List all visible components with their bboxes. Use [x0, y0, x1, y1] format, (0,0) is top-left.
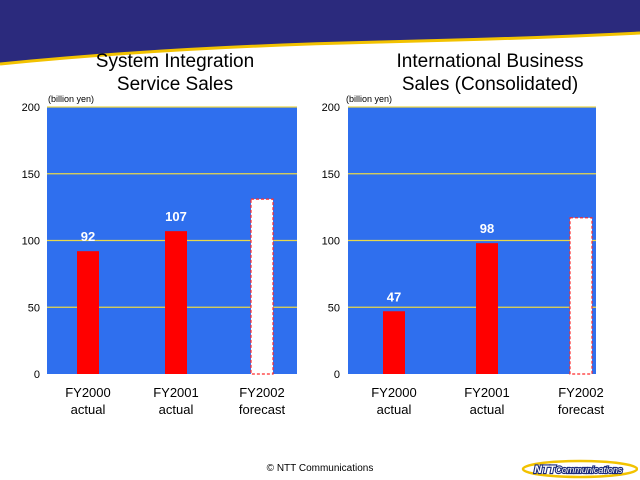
chart-1-data-label: 107: [165, 209, 187, 224]
chart-1-category-sublabel: forecast: [239, 402, 286, 417]
chart-2-category-label: FY2000: [371, 385, 417, 400]
chart-1-bar: [77, 251, 99, 374]
header-banner: [0, 0, 640, 66]
chart-1-title-line2: Service Sales: [116, 74, 234, 95]
chart-1-data-label: 92: [81, 229, 95, 244]
header-band: [0, 0, 640, 64]
chart-2-category-sublabel: actual: [470, 402, 505, 417]
chart-1-bar: [250, 198, 274, 375]
chart-2-bar: [476, 243, 498, 374]
chart-2-y-tick-label: 150: [322, 169, 340, 181]
chart-2-title: International Business Sales (Consolidat…: [370, 50, 610, 96]
chart-1-category-label: FY2000: [65, 385, 111, 400]
chart-2-y-tick-label: 200: [322, 102, 340, 114]
chart-1-title-line1: System Integration: [95, 51, 255, 72]
chart-1-title: System Integration Service Sales: [60, 50, 290, 96]
ntt-communications-logo: NTTCommunications: [521, 459, 638, 479]
chart-1-y-tick-label: 0: [34, 369, 40, 381]
charts-canvas: 0 50 100 150 200 92 FY2000 actual 107 FY2001 actua…: [22, 102, 605, 417]
chart-2-data-label: 98: [480, 221, 494, 236]
chart-2-title-line1: International Business: [396, 51, 584, 72]
chart-2-y-tick-label: 0: [334, 369, 340, 381]
svg-text:NTTCommunications: NTTCommunications: [534, 464, 623, 476]
chart-1-bar: [165, 231, 187, 374]
chart-1-category-label: FY2002: [239, 385, 285, 400]
chart-2-category-sublabel: actual: [377, 402, 412, 417]
chart-2-data-label: 47: [387, 289, 401, 304]
chart-2-bar: [383, 311, 405, 374]
footer-copyright: © NTT Communications: [266, 463, 374, 474]
chart-2-title-line2: Sales (Consolidated): [401, 74, 579, 95]
chart-1-y-tick-label: 200: [22, 102, 40, 114]
chart-2-category-label: FY2001: [464, 385, 510, 400]
header-curve-accent: [0, 31, 640, 66]
chart-2-y-tick-label: 100: [322, 236, 340, 248]
chart-1-category-sublabel: actual: [159, 402, 194, 417]
chart-2-y-tick-label: 50: [328, 302, 340, 314]
chart-1-y-tick-label: 150: [22, 169, 40, 181]
chart-2-unit-label: (billion yen): [346, 94, 393, 104]
chart-1-category-sublabel: actual: [71, 402, 106, 417]
chart-1-unit-label: (billion yen): [48, 94, 95, 104]
chart-1-category-label: FY2001: [153, 385, 199, 400]
chart-1-y-tick-label: 50: [28, 302, 40, 314]
chart-2-category-label: FY2002: [558, 385, 604, 400]
chart-1-y-tick-label: 100: [22, 236, 40, 248]
chart-2-bar: [569, 217, 593, 375]
chart-2-category-sublabel: forecast: [558, 402, 605, 417]
